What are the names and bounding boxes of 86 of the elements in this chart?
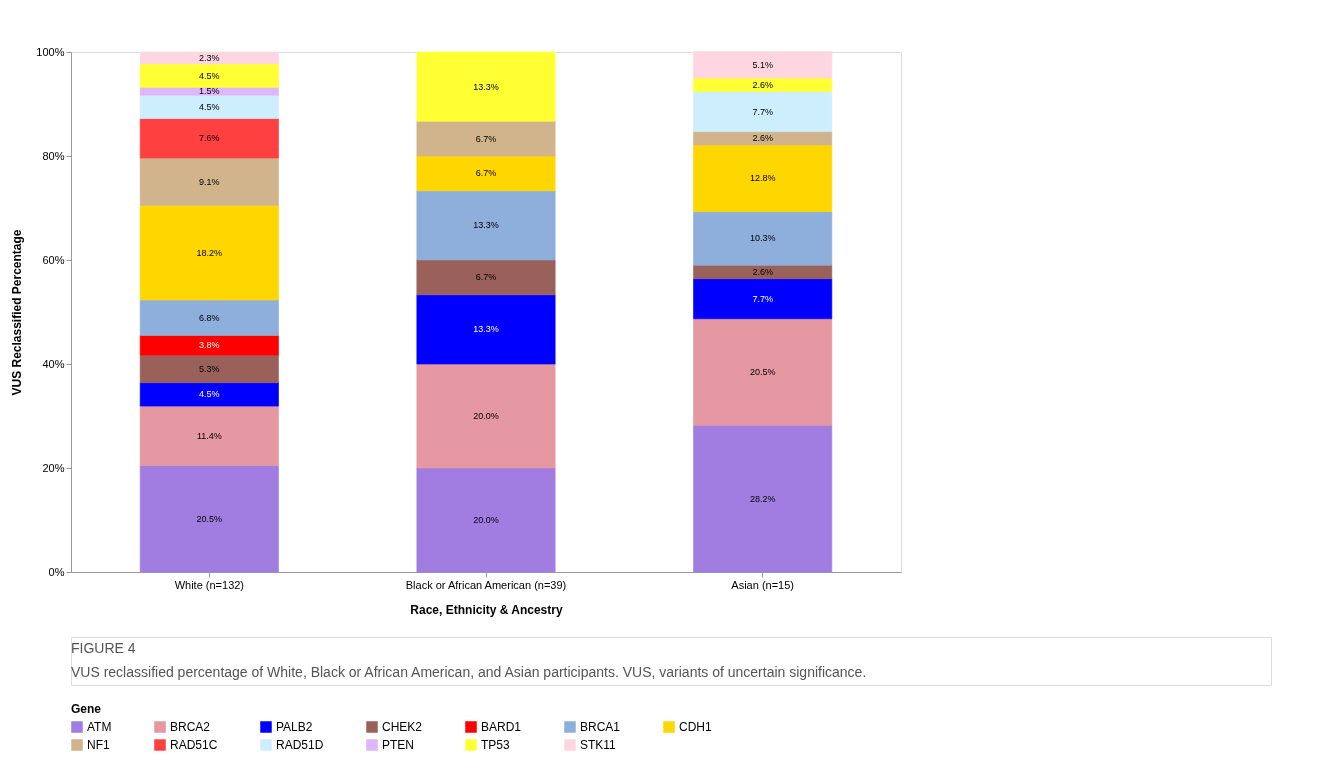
data-label: 6.7% <box>475 272 497 283</box>
data-label: 5.1% <box>752 59 773 70</box>
y-tick-label: 20% <box>42 461 65 474</box>
data-label: 6.8% <box>199 312 220 323</box>
bar <box>139 464 279 573</box>
data-label: 9.1% <box>199 176 220 187</box>
bar <box>693 144 833 213</box>
data-label: 6.7% <box>475 168 497 179</box>
caption: FIGURE 4 <box>71 640 136 656</box>
data-label: 7.7% <box>752 106 773 117</box>
data-label: 7.6% <box>199 133 220 144</box>
bar <box>416 467 556 573</box>
bar <box>139 157 279 206</box>
y-tick-label: 100% <box>36 45 65 58</box>
bar <box>139 354 279 384</box>
legend-label: ATM <box>87 720 112 734</box>
bar <box>139 118 279 159</box>
data-label: 7.7% <box>752 293 773 304</box>
bar <box>139 63 279 88</box>
legend-label: BARD1 <box>481 720 522 734</box>
data-label: 1.5% <box>199 86 220 97</box>
x-tick-label: White (n=132) <box>174 578 245 591</box>
data-label: 4.5% <box>199 389 220 400</box>
data-label: 20.0% <box>473 515 499 525</box>
data-label: 13.3% <box>473 220 499 231</box>
text: VUS reclassified percentage of White, Black or African American, and Asian participants. VUS, variants of uncertain significance. <box>71 664 867 680</box>
bar <box>693 318 833 426</box>
bar <box>416 259 556 296</box>
bar <box>139 204 279 301</box>
bar <box>416 51 556 122</box>
legend-label: BRCA2 <box>170 720 211 734</box>
data-label: 13.3% <box>473 324 499 335</box>
x-tick-label: Asian (n=15) <box>731 578 795 591</box>
legend-label: RAD51C <box>170 738 218 752</box>
data-label: 4.5% <box>199 101 220 112</box>
legend-label: PALB2 <box>276 720 313 734</box>
y-axis-title: VUS Reclassified Percentage <box>10 229 25 396</box>
bar <box>416 120 556 157</box>
data-label: 28.2% <box>749 493 776 504</box>
bar <box>416 294 556 365</box>
bar <box>416 363 556 469</box>
bar <box>139 299 279 336</box>
legend-label: TP53 <box>481 738 511 752</box>
legend-title: Gene <box>71 702 102 716</box>
bar <box>139 334 279 356</box>
data-label: 10.3% <box>749 233 776 244</box>
legend-label: PTEN <box>382 738 415 752</box>
y-tick-label: 60% <box>42 253 65 266</box>
bar <box>693 424 833 573</box>
data-label: 13.3% <box>473 81 499 92</box>
bar <box>139 94 279 120</box>
data-label: 12.8% <box>749 173 776 184</box>
bar <box>139 51 279 65</box>
data-label: 18.2% <box>196 247 223 258</box>
data-label: 2.6% <box>752 133 773 144</box>
data-label: 5.3% <box>199 363 220 374</box>
bar <box>416 155 556 192</box>
x-axis-title: Race, Ethnicity & Ancestry <box>410 602 563 617</box>
legend-label: RAD51D <box>276 738 324 752</box>
legend-label: STK11 <box>580 738 617 752</box>
data-label: 2.6% <box>752 266 773 277</box>
data-label: 20.0% <box>473 411 499 421</box>
data-label: 4.5% <box>199 70 220 81</box>
bar <box>693 91 833 133</box>
legend-label: BRCA1 <box>580 720 621 734</box>
bar <box>693 50 833 79</box>
data-label: 6.7% <box>475 133 497 144</box>
data-label: 20.5% <box>196 513 223 524</box>
data-label: 20.5% <box>749 367 776 378</box>
data-label: 3.8% <box>199 340 220 351</box>
bar <box>139 405 279 466</box>
bar <box>693 278 833 320</box>
y-tick-label: 80% <box>42 149 65 162</box>
y-tick-label: 40% <box>42 357 65 370</box>
bar <box>416 190 556 261</box>
data-label: 2.6% <box>752 79 773 90</box>
legend-label: CHEK2 <box>382 720 423 734</box>
legend-label: CDH1 <box>679 720 712 734</box>
data-label: 11.4% <box>196 430 222 441</box>
y-tick-label: 0% <box>48 565 65 578</box>
bar <box>693 131 833 146</box>
data-label: 2.3% <box>199 52 220 63</box>
x-tick-label: Black or African American (n=39) <box>405 578 567 591</box>
bar <box>139 382 279 407</box>
bar <box>693 211 833 266</box>
legend-label: NF1 <box>87 738 110 752</box>
